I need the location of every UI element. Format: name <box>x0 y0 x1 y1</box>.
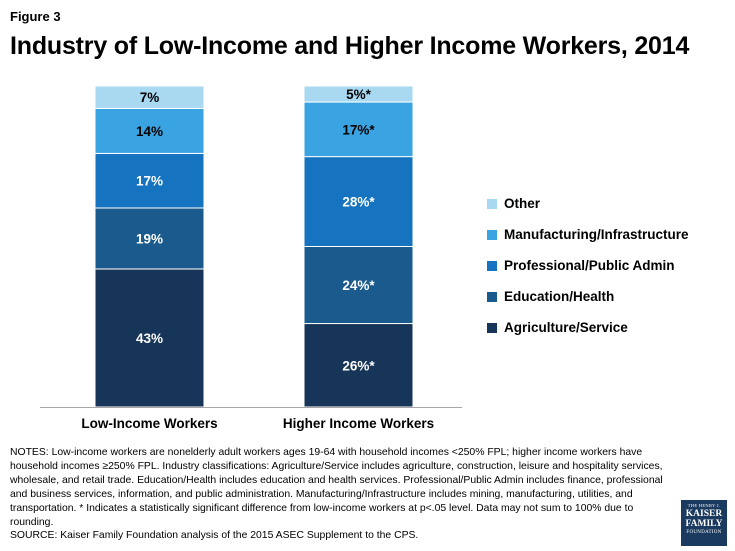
category-label: Low-Income Workers <box>81 416 217 431</box>
legend-swatch <box>486 259 498 272</box>
legend-swatch <box>486 290 498 303</box>
logo-line4: FOUNDATION <box>686 530 722 535</box>
data-label: 19% <box>136 231 163 246</box>
kff-logo: THE HENRY J. KAISER FAMILY FOUNDATION <box>681 500 727 546</box>
legend-label: Agriculture/Service <box>504 320 628 335</box>
legend-label: Education/Health <box>504 289 615 304</box>
bar-segment <box>94 207 205 270</box>
bar-segment <box>94 152 205 209</box>
legend-item: Professional/Public Admin <box>486 250 689 281</box>
data-label: 7% <box>140 90 160 105</box>
data-label: 24%* <box>342 278 375 293</box>
legend-swatch <box>486 197 498 210</box>
data-label: 26%* <box>342 358 375 373</box>
data-label: 43% <box>136 331 163 346</box>
figure-label: Figure 3 <box>10 9 61 24</box>
data-label: 17%* <box>342 122 375 137</box>
legend-label: Other <box>504 196 541 211</box>
logo-line3: FAMILY <box>685 519 723 529</box>
bar-segment <box>303 101 414 158</box>
legend-swatch <box>486 228 498 241</box>
legend-label: Manufacturing/Infrastructure <box>504 227 689 242</box>
source-text: SOURCE: Kaiser Family Foundation analysi… <box>10 530 419 542</box>
legend-label: Professional/Public Admin <box>504 258 675 273</box>
legend-item: Agriculture/Service <box>486 312 689 343</box>
data-label: 17% <box>136 174 163 189</box>
legend-swatch <box>486 321 498 334</box>
notes-block: NOTES: Low-income workers are nonelderly… <box>10 446 670 543</box>
bar-segment <box>303 156 414 247</box>
logo-line2: KAISER <box>685 509 723 519</box>
chart-legend: Other Manufacturing/Infrastructure Profess… <box>486 188 689 343</box>
logo-line1: THE HENRY J. <box>687 503 721 508</box>
bar-segment <box>94 107 205 154</box>
data-label: 14% <box>136 124 163 139</box>
data-label: 28%* <box>342 195 375 210</box>
bar-segment <box>303 85 414 103</box>
category-label: Higher Income Workers <box>283 416 434 431</box>
bar-segment <box>94 268 205 408</box>
legend-item: Other <box>486 188 689 219</box>
notes-text: NOTES: Low-income workers are nonelderly… <box>10 447 663 528</box>
chart-title: Industry of Low-Income and Higher Income… <box>10 32 690 60</box>
legend-item: Education/Health <box>486 281 689 312</box>
stacked-bar-chart: 43% 19% 17% 14% 7% Low-Income Workers 26%* 24%*… <box>40 85 462 431</box>
bar-segment <box>94 85 205 109</box>
data-label: 5%* <box>346 87 372 102</box>
legend-item: Manufacturing/Infrastructure <box>486 219 689 250</box>
